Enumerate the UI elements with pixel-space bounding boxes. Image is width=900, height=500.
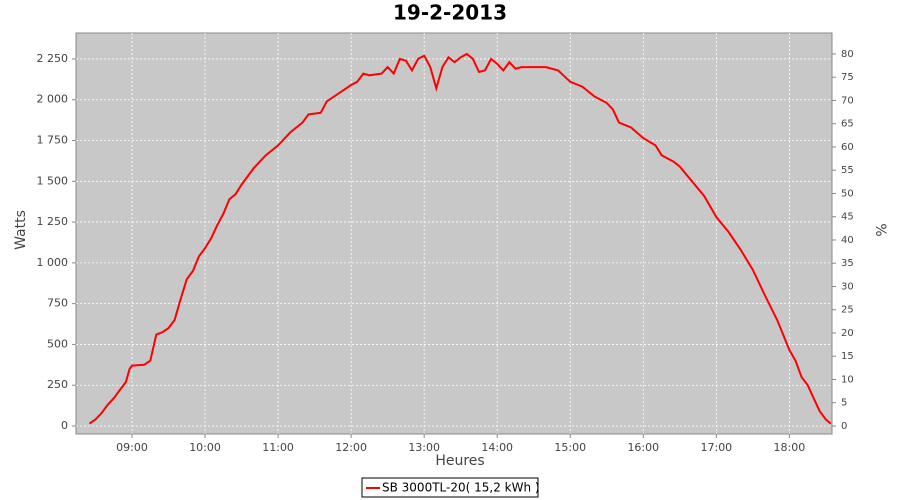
x-tick-label: 10:00	[189, 441, 221, 454]
x-tick-label: 18:00	[774, 441, 806, 454]
y-axis-label: Watts	[13, 210, 29, 250]
x-tick-label: 15:00	[554, 441, 586, 454]
y-tick-label: 1 500	[37, 174, 69, 187]
legend-label: SB 3000TL-20( 15,2 kWh )	[382, 481, 540, 495]
y-tick-label: 1 250	[37, 215, 69, 228]
y2-tick-label: 80	[841, 49, 854, 60]
data-line	[88, 52, 832, 425]
y2-tick-label: 30	[841, 281, 854, 292]
y-tick-label: 250	[47, 378, 68, 391]
x-tick-label: 16:00	[627, 441, 659, 454]
legend-box	[361, 477, 539, 498]
y2-tick-label: 15	[841, 351, 854, 362]
y2-tick-label: 75	[841, 72, 854, 83]
x-tick-label: 11:00	[262, 441, 294, 454]
x-axis-label: Heures	[435, 453, 484, 469]
y2-axis-label: %	[872, 223, 888, 236]
y-tick-label: 2 250	[37, 52, 69, 65]
x-tick-label: 13:00	[408, 441, 440, 454]
y-tick-label: 0	[61, 419, 68, 432]
y2-tick-label: 5	[841, 398, 847, 409]
y-tick-label: 1 750	[37, 134, 69, 147]
y2-tick-label: 60	[841, 142, 854, 153]
y-tick-label: 750	[47, 297, 68, 310]
y2-tick-label: 0	[841, 421, 847, 432]
x-tick-label: 14:00	[481, 441, 513, 454]
y2-tick-label: 40	[841, 235, 854, 246]
y-tick-label: 2 000	[37, 93, 69, 106]
y2-tick-label: 10	[841, 374, 854, 385]
y-tick-label: 1 000	[37, 256, 69, 269]
chart-title: 19-2-2013	[393, 1, 507, 25]
y2-tick-label: 55	[841, 165, 854, 176]
y2-tick-label: 50	[841, 188, 854, 199]
plot-area	[75, 32, 833, 435]
x-tick-label: 09:00	[116, 441, 148, 454]
y-tick-label: 500	[47, 337, 68, 350]
x-tick-label: 12:00	[335, 441, 367, 454]
y2-tick-label: 65	[841, 119, 854, 130]
y2-tick-label: 45	[841, 212, 854, 223]
x-tick-label: 17:00	[700, 441, 732, 454]
y2-tick-label: 70	[841, 95, 854, 106]
y2-tick-label: 35	[841, 258, 854, 269]
y2-tick-label: 20	[841, 328, 854, 339]
y2-tick-label: 25	[841, 305, 854, 316]
